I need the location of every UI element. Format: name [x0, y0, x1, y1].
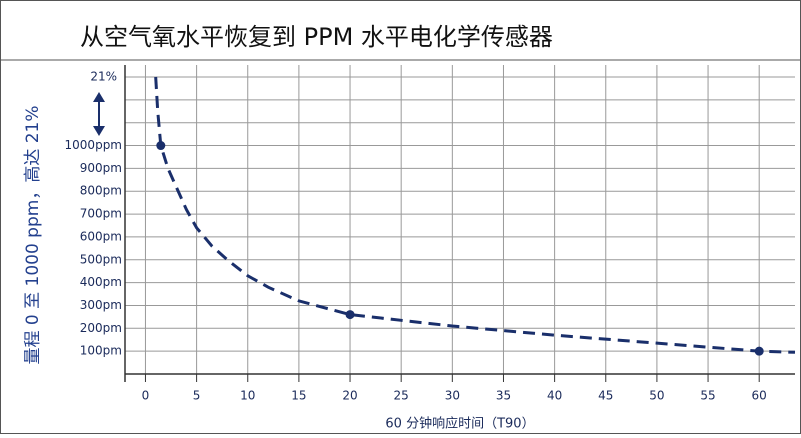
y-tick-label: 400pm	[80, 275, 122, 289]
y-tick-label: 500pm	[80, 252, 122, 266]
y-tick-label: 900pm	[80, 161, 122, 175]
x-tick-label: 0	[142, 389, 150, 403]
y-tick-label: 800pm	[80, 184, 122, 198]
y-tick-label: 100pm	[80, 344, 122, 358]
x-tick-label: 5	[193, 389, 201, 403]
x-tick-label: 40	[547, 389, 562, 403]
x-tick-label: 30	[445, 389, 460, 403]
y-tick-label: 300pm	[80, 298, 122, 312]
y-tick-label: 200pm	[80, 321, 122, 335]
x-tick-label: 35	[496, 389, 511, 403]
data-point	[754, 346, 764, 356]
x-tick-label: 10	[240, 389, 255, 403]
x-tick-label: 45	[598, 389, 613, 403]
data-point	[345, 310, 355, 320]
top-label: 21%	[90, 70, 117, 84]
y-tick-label: 700pm	[80, 207, 122, 221]
data-point	[156, 141, 166, 151]
x-tick-label: 60	[752, 389, 767, 403]
y-tick-label: 1000ppm	[65, 138, 122, 152]
y-axis-label: 量程 0 至 1000 ppm，高达 21%	[23, 105, 43, 364]
x-tick-label: 50	[649, 389, 664, 403]
x-tick-label: 55	[700, 389, 715, 403]
x-tick-label: 25	[394, 389, 409, 403]
curve	[154, 76, 796, 354]
x-axis-label: 60 分钟响应时间（T90）	[385, 416, 534, 432]
x-tick-label: 20	[342, 389, 357, 403]
y-tick-label: 600pm	[80, 229, 122, 243]
chart-title: 从空气氧水平恢复到 PPM 水平电化学传感器	[80, 23, 553, 51]
x-tick-label: 15	[291, 389, 306, 403]
range-arrow	[93, 92, 105, 136]
